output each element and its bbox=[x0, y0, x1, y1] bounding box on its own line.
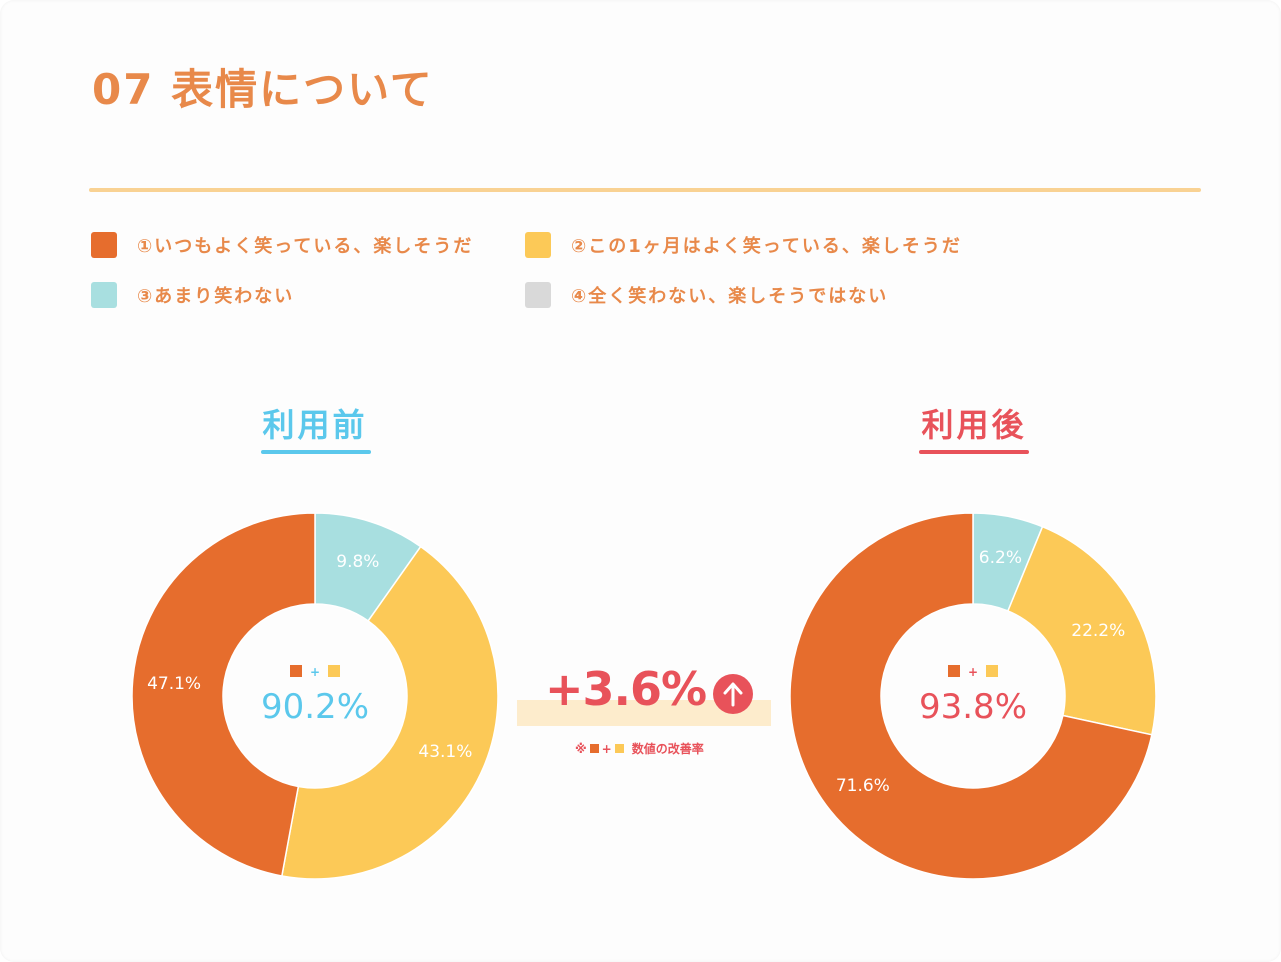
after-center-plus: + bbox=[968, 665, 978, 679]
title-divider bbox=[89, 188, 1201, 192]
after-center-value: 93.8% bbox=[919, 687, 1027, 727]
after-slice-1 bbox=[789, 512, 1153, 880]
legend-swatch-3 bbox=[91, 282, 117, 308]
improvement-note: ※ + 数値の改善率 bbox=[575, 740, 704, 757]
page-title: 07 表情について bbox=[92, 65, 434, 114]
legend-swatch-1 bbox=[91, 232, 117, 258]
after-title: 利用後 bbox=[921, 406, 1027, 444]
after-slice-2 bbox=[1007, 525, 1157, 736]
before-title-underline bbox=[261, 450, 371, 454]
legend-label-4: ④全く笑わない、楽しそうではない bbox=[571, 286, 889, 307]
before-center-swatch-2 bbox=[328, 665, 340, 677]
after-title-underline bbox=[919, 450, 1029, 454]
before-title: 利用前 bbox=[262, 406, 368, 444]
before-slice-2 bbox=[281, 545, 499, 880]
after-center-swatch-2 bbox=[986, 665, 998, 677]
arrow-up-icon bbox=[713, 674, 753, 714]
legend-label-1: ①いつもよく笑っている、楽しそうだ bbox=[137, 236, 474, 257]
improvement-value: +3.6% bbox=[545, 662, 707, 716]
legend-swatch-2 bbox=[525, 232, 551, 258]
improvement-callout: +3.6% bbox=[517, 660, 771, 732]
legend-item-2: ②この1ヶ月はよく笑っている、楽しそうだ bbox=[525, 232, 962, 258]
note-swatch-1 bbox=[589, 744, 599, 753]
legend-item-3: ③あまり笑わない bbox=[91, 282, 294, 308]
note-suffix: 数値の改善率 bbox=[631, 742, 704, 756]
before-center-swatch-1 bbox=[290, 665, 302, 677]
after-slice-label-1: 71.6% bbox=[836, 776, 890, 796]
note-swatch-2 bbox=[614, 744, 624, 753]
note-prefix: ※ bbox=[575, 741, 587, 756]
legend-item-1: ①いつもよく笑っている、楽しそうだ bbox=[91, 232, 473, 258]
legend-label-2: ②この1ヶ月はよく笑っている、楽しそうだ bbox=[571, 236, 962, 257]
legend-label-3: ③あまり笑わない bbox=[137, 286, 295, 307]
legend-swatch-4 bbox=[525, 282, 551, 308]
before-slice-label-1: 47.1% bbox=[147, 674, 201, 694]
after-center-swatch-1 bbox=[948, 665, 960, 677]
before-slice-label-3: 9.8% bbox=[336, 552, 379, 572]
note-plus: + bbox=[601, 741, 612, 756]
before-center-plus: + bbox=[310, 665, 320, 679]
after-slice-label-3: 6.2% bbox=[979, 548, 1022, 568]
before-center-value: 90.2% bbox=[261, 687, 369, 727]
before-slice-label-2: 43.1% bbox=[418, 742, 472, 762]
after-slice-label-2: 22.2% bbox=[1071, 621, 1125, 641]
legend-item-4: ④全く笑わない、楽しそうではない bbox=[525, 282, 888, 308]
before-slice-1 bbox=[131, 512, 316, 877]
